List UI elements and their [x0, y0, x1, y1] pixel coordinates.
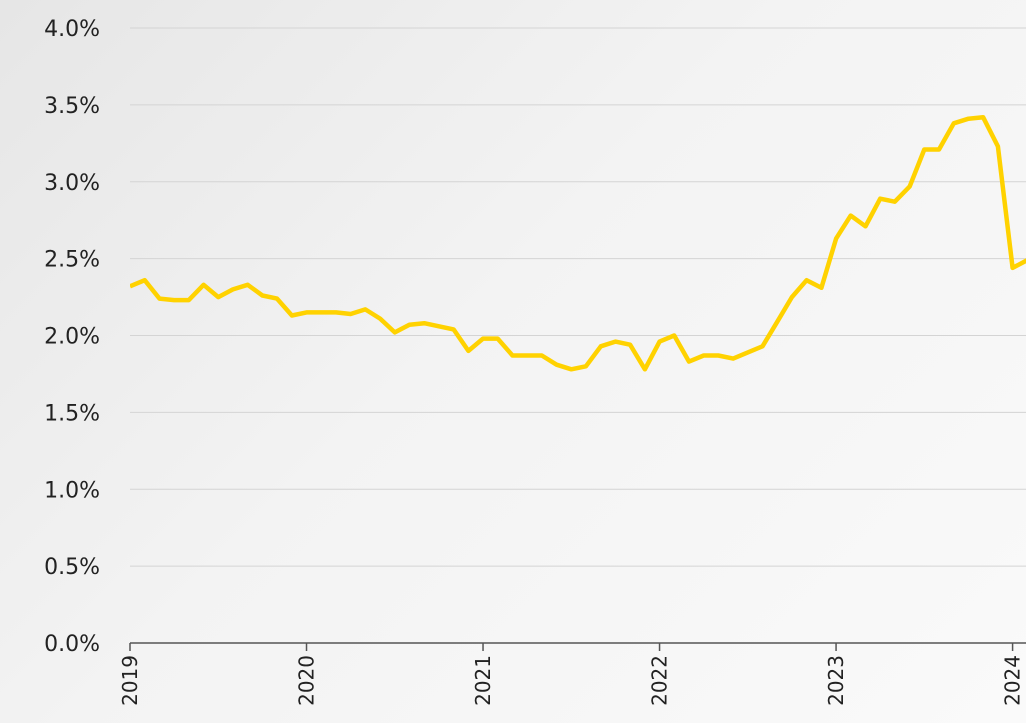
y-tick-label: 0.0%: [44, 632, 100, 657]
x-tick-label: 2022: [648, 655, 672, 706]
x-tick-label: 2020: [295, 655, 319, 706]
y-tick-label: 2.0%: [44, 325, 100, 350]
x-tick-label: 2019: [118, 655, 142, 706]
y-tick-label: 4.0%: [44, 17, 100, 42]
x-tick-label: 2023: [824, 655, 848, 706]
y-tick-label: 3.5%: [44, 94, 100, 119]
line-series: [130, 114, 1026, 372]
y-tick-label: 2.5%: [44, 248, 100, 273]
y-tick-label: 1.0%: [44, 478, 100, 503]
x-tick-label: 2021: [471, 655, 495, 706]
y-tick-label: 3.0%: [44, 171, 100, 196]
y-tick-label: 1.5%: [44, 401, 100, 426]
y-tick-label: 0.5%: [44, 555, 100, 580]
x-tick-label: 2024: [1001, 655, 1025, 706]
